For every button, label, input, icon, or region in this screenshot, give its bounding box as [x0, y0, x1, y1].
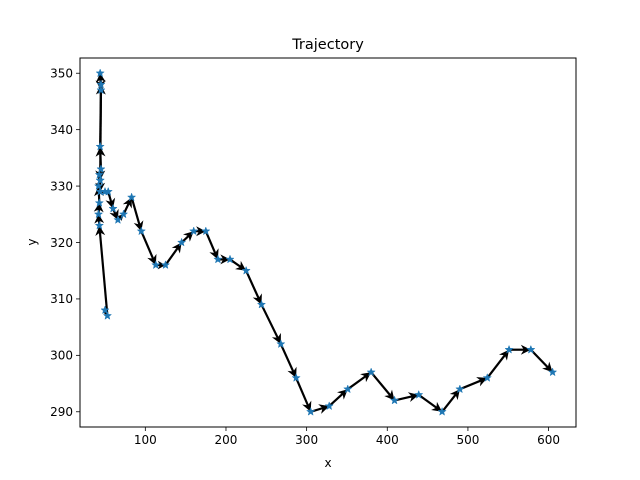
- trajectory-arrow: [95, 225, 109, 316]
- x-tick-label: 200: [215, 433, 238, 447]
- trajectory-point: [136, 226, 146, 236]
- y-tick-label: 340: [50, 123, 73, 137]
- trajectory-point: [100, 305, 110, 315]
- trajectory-point: [504, 344, 514, 354]
- trajectory-point: [113, 215, 123, 224]
- trajectory-arrow: [279, 343, 297, 378]
- trajectory-arrow: [295, 377, 312, 412]
- trajectory-point: [118, 209, 129, 219]
- trajectory-point: [96, 85, 106, 95]
- trajectory-point: [96, 164, 106, 174]
- trajectory-point: [366, 367, 376, 377]
- trajectory-arrow: [245, 270, 262, 305]
- trajectory-point: [305, 406, 316, 416]
- trajectory-point: [324, 401, 334, 411]
- trajectory-point: [93, 209, 104, 219]
- trajectory-point: [225, 254, 235, 264]
- x-tick-label: 400: [376, 433, 399, 447]
- y-axis-ticks: 290 300 310 320 330 340 350: [50, 67, 80, 419]
- x-axis-label: x: [324, 456, 331, 470]
- x-axis-ticks: 100 200 300 400 500 600: [134, 427, 560, 447]
- trajectory-point: [343, 384, 353, 394]
- trajectory-point: [95, 141, 105, 151]
- trajectory-point: [482, 372, 492, 382]
- trajectory-markers: [93, 68, 558, 416]
- x-tick-label: 100: [134, 433, 157, 447]
- trajectory-arrow: [530, 348, 553, 373]
- trajectory-point: [176, 237, 187, 247]
- x-tick-label: 500: [456, 433, 479, 447]
- trajectory-point: [189, 226, 199, 236]
- trajectory-point: [94, 169, 105, 179]
- trajectory-point: [201, 226, 211, 236]
- trajectory-arrow: [418, 393, 443, 412]
- trajectory-arrow: [347, 372, 372, 391]
- trajectory-point: [276, 339, 286, 349]
- x-tick-label: 600: [537, 433, 560, 447]
- trajectory-point: [414, 389, 424, 399]
- trajectory-point: [103, 186, 113, 196]
- trajectory-point: [389, 395, 400, 405]
- y-tick-label: 320: [50, 236, 73, 250]
- trajectory-point: [126, 192, 137, 202]
- trajectory-point: [94, 220, 105, 230]
- y-tick-label: 290: [50, 405, 73, 419]
- trajectory-arrow: [140, 230, 157, 266]
- trajectory-point: [455, 384, 465, 394]
- trajectory-point: [95, 175, 105, 185]
- trajectory-arrow: [328, 389, 348, 407]
- trajectory-point: [526, 344, 536, 354]
- trajectory-point: [213, 254, 223, 264]
- trajectory-point: [108, 203, 118, 213]
- y-tick-label: 310: [50, 292, 73, 306]
- trajectory-point: [94, 198, 105, 207]
- trajectory-point: [291, 372, 301, 382]
- trajectory-point: [241, 265, 251, 275]
- trajectory-arrow: [260, 304, 281, 345]
- trajectory-arrow: [370, 371, 395, 401]
- plot-area: [80, 58, 576, 427]
- trajectory-point: [547, 367, 558, 377]
- trajectory-point: [93, 181, 104, 191]
- y-tick-label: 300: [50, 349, 73, 363]
- chart-title: Trajectory: [291, 37, 364, 53]
- trajectory-arrow: [204, 230, 219, 260]
- y-tick-label: 350: [50, 67, 73, 81]
- trajectory-point: [151, 260, 161, 270]
- trajectory-point: [95, 68, 105, 78]
- trajectory-point: [437, 406, 447, 416]
- trajectory-point: [256, 299, 267, 309]
- x-tick-label: 300: [295, 433, 318, 447]
- trajectory-point: [102, 310, 113, 320]
- trajectory-point: [160, 260, 171, 270]
- y-axis-label: y: [25, 238, 39, 245]
- y-tick-label: 330: [50, 179, 73, 193]
